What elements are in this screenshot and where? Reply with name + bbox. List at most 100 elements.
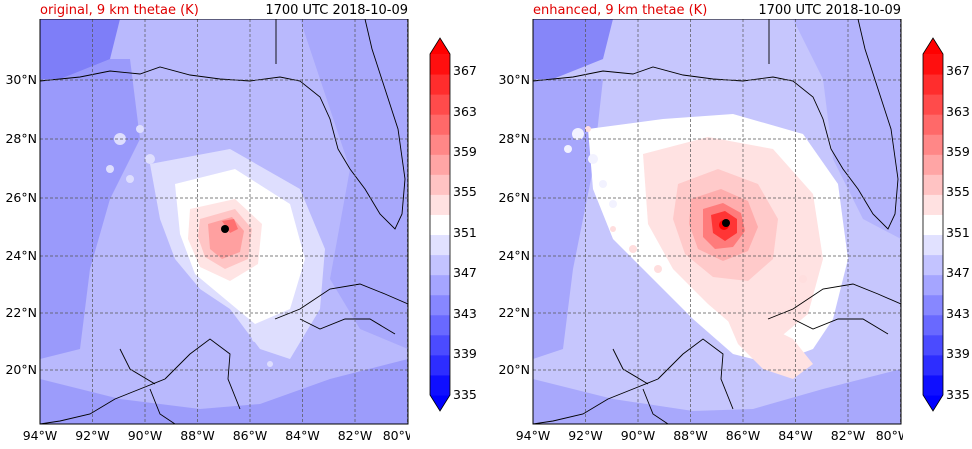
colorbar-tick: 351 <box>946 225 970 240</box>
colorbar-segment <box>923 154 943 175</box>
colorbar-tick: 343 <box>453 306 477 321</box>
colorbar-segment <box>923 274 943 296</box>
lon-tick: 90°W <box>621 428 656 443</box>
lon-tick: 92°W <box>568 428 603 443</box>
lon-tick: 84°W <box>285 428 320 443</box>
colorbar-segment <box>923 74 943 95</box>
colorbar-segment <box>430 114 450 135</box>
colorbar-segment <box>923 134 943 155</box>
colorbar-segment <box>923 234 943 256</box>
thetae-map-original: 94°W 92°W 90°W 88°W 86°W 84°W 82°W 80°W … <box>5 19 410 443</box>
lat-tick: 30°N <box>5 72 37 87</box>
warm-tail-south <box>723 309 813 379</box>
colorbar-segment <box>430 294 450 316</box>
colorbar-segment <box>430 74 450 95</box>
lat-tick: 24°N <box>498 248 530 263</box>
lon-tick: 84°W <box>778 428 813 443</box>
lon-tick: 94°W <box>23 428 58 443</box>
lat-tick: 22°N <box>5 305 37 320</box>
cool-region-texas <box>533 19 613 79</box>
colorbar-segment <box>923 374 943 396</box>
panel-title: enhanced, 9 km thetae (K) <box>533 3 708 18</box>
cool-region-texas <box>40 19 120 79</box>
colorbar-segment <box>923 354 943 376</box>
colorbar-tick: 359 <box>453 144 477 159</box>
colorbar-tick: 359 <box>946 144 970 159</box>
colorbar-segment <box>923 334 943 356</box>
colorbar-tick: 339 <box>946 346 970 361</box>
lat-tick: 26°N <box>498 190 530 205</box>
lat-tick: 28°N <box>498 131 530 146</box>
scattered-warm-spots <box>585 126 807 302</box>
colorbar-tick: 343 <box>946 306 970 321</box>
colorbar-segment <box>430 54 450 75</box>
colorbar-tick: 363 <box>453 104 477 119</box>
map-frame <box>39 19 409 425</box>
panel-timestamp: 1700 UTC 2018-10-09 <box>758 3 901 18</box>
colorbar-tick: 367 <box>946 63 970 78</box>
colorbar-tick: 347 <box>453 265 477 280</box>
lon-tick: 86°W <box>233 428 268 443</box>
thetae-map-enhanced: 94°W 92°W 90°W 88°W 86°W 84°W 82°W 80°W … <box>498 19 903 443</box>
lon-tick: 80°W <box>876 428 903 443</box>
lon-tick: 80°W <box>383 428 410 443</box>
colorbar-segment <box>430 174 450 195</box>
colorbar-segment <box>430 154 450 175</box>
colorbar-segment <box>430 374 450 396</box>
colorbar-segment <box>430 134 450 155</box>
lon-tick: 82°W <box>338 428 373 443</box>
colorbar-segment <box>430 354 450 376</box>
colorbar-frame <box>922 37 944 412</box>
colorbar-extend-max <box>430 38 450 54</box>
colorbar-segment <box>430 274 450 296</box>
colorbar-segment <box>923 214 943 236</box>
lat-tick: 20°N <box>5 362 37 377</box>
colorbar-segment <box>430 234 450 256</box>
colorbar-segment <box>430 314 450 336</box>
colorbar-extend-max <box>923 38 943 54</box>
colorbar-segment <box>923 174 943 195</box>
lat-tick: 26°N <box>5 190 37 205</box>
lon-tick: 86°W <box>726 428 761 443</box>
colorbar-frame <box>429 37 451 412</box>
colorbar-segment <box>923 114 943 135</box>
colorbar-extend-min <box>430 395 450 411</box>
lat-tick: 28°N <box>5 131 37 146</box>
colorbar-segment <box>430 254 450 276</box>
panel-timestamp: 1700 UTC 2018-10-09 <box>265 3 408 18</box>
panel-title: original, 9 km thetae (K) <box>40 3 199 18</box>
lat-tick: 20°N <box>498 362 530 377</box>
colorbar-segment <box>923 314 943 336</box>
cool-region-south <box>533 369 901 424</box>
colorbar-segment <box>430 194 450 215</box>
colorbar-segment <box>923 294 943 316</box>
colorbar-tick: 351 <box>453 225 477 240</box>
coastlines <box>40 19 408 424</box>
map-frame <box>532 19 902 425</box>
colorbar-segment <box>923 254 943 276</box>
lon-tick: 94°W <box>516 428 551 443</box>
colorbar-tick: 355 <box>453 184 477 199</box>
colorbar-segment <box>430 214 450 236</box>
storm-center-marker <box>221 225 229 233</box>
colorbar-tick: 335 <box>946 387 970 402</box>
colorbar-tick: 347 <box>946 265 970 280</box>
lon-tick: 90°W <box>128 428 163 443</box>
colorbar-segment <box>923 194 943 215</box>
coastlines <box>533 19 901 424</box>
warm-spot <box>222 219 238 233</box>
panel-enhanced: enhanced, 9 km thetae (K) 1700 UTC 2018-… <box>493 0 972 449</box>
colorbar-extend-min <box>923 395 943 411</box>
lon-tick: 82°W <box>831 428 866 443</box>
gridlines <box>532 19 901 424</box>
lon-tick: 88°W <box>673 428 708 443</box>
colorbar-tick: 363 <box>946 104 970 119</box>
cool-region-west <box>40 59 140 359</box>
colorbar-segment <box>430 334 450 356</box>
colorbar-segment <box>923 54 943 75</box>
colorbar-tick: 355 <box>946 184 970 199</box>
lat-tick: 30°N <box>498 72 530 87</box>
cool-region-east <box>300 19 408 349</box>
cool-region-south <box>40 359 408 424</box>
colorbar-tick: 339 <box>453 346 477 361</box>
